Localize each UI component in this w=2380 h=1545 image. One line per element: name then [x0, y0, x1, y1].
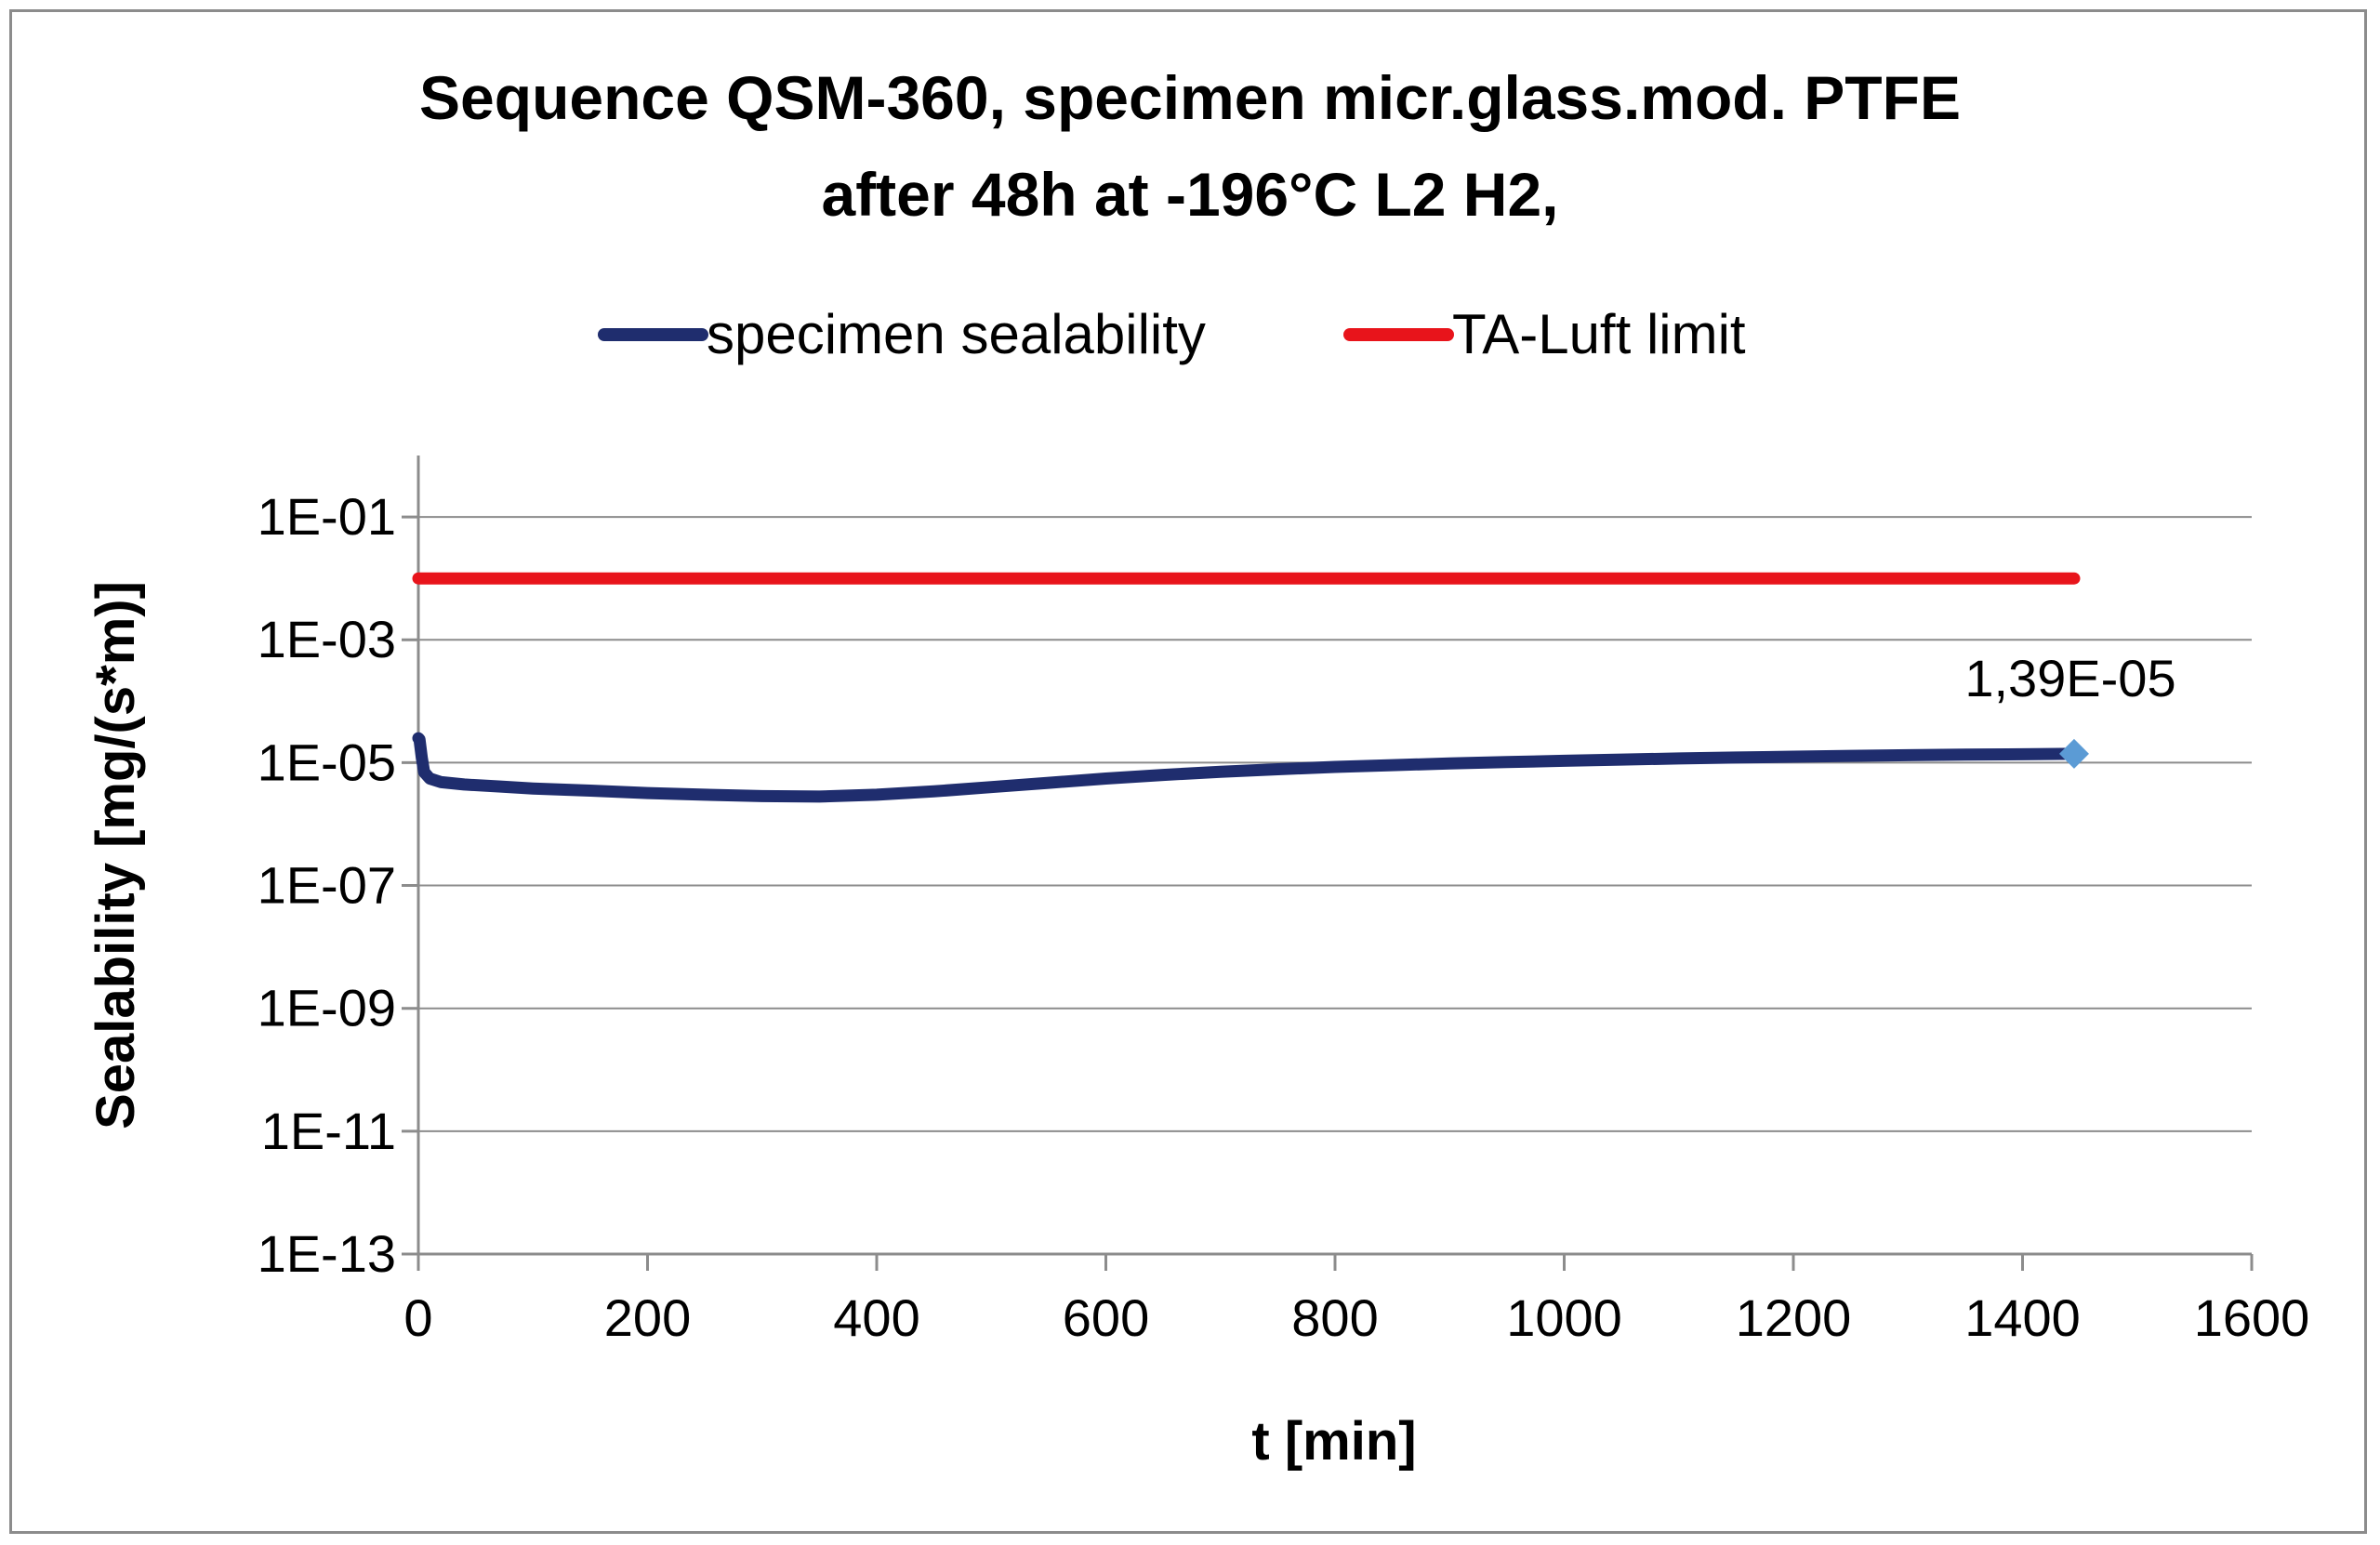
series-line-specimen-sealability — [412, 732, 2081, 803]
x-tick-label: 200 — [604, 1288, 691, 1347]
x-tick-label: 800 — [1291, 1288, 1378, 1347]
last-point-data-label: 1,39E-05 — [1964, 649, 2175, 707]
legend: specimen sealability TA-Luft limit — [598, 303, 1746, 365]
legend-label-ta-luft-limit: TA-Luft limit — [1452, 303, 1746, 365]
chart-title-line-1: Sequence QSM-360, specimen micr.glass.mo… — [419, 63, 1961, 132]
y-tick-label: 1E-09 — [258, 979, 396, 1037]
last-point-marker — [2058, 738, 2089, 769]
y-tick-label: 1E-13 — [258, 1224, 396, 1283]
chart-title-line-2: after 48h at -196°C L2 H2, — [821, 160, 1558, 229]
y-tick-label: 1E-03 — [258, 610, 396, 668]
x-tick-label: 400 — [833, 1288, 919, 1347]
legend-label-specimen-sealability: specimen sealability — [707, 303, 1206, 365]
x-axis-title: t [min] — [1251, 1411, 1416, 1472]
x-tick-label: 1600 — [2194, 1288, 2310, 1347]
x-tick-label: 0 — [403, 1288, 432, 1347]
y-tick-label: 1E-01 — [258, 487, 396, 546]
y-tick-label: 1E-11 — [261, 1102, 396, 1160]
x-tick-label: 600 — [1063, 1288, 1149, 1347]
y-tick-label: 1E-05 — [258, 733, 396, 791]
x-tick-label: 1200 — [1736, 1288, 1852, 1347]
x-tick-label: 1000 — [1506, 1288, 1622, 1347]
y-tick-label: 1E-07 — [258, 856, 396, 915]
y-axis-title: Sealability [mg/(s*m)] — [86, 581, 146, 1129]
x-tick-label: 1400 — [1964, 1288, 2081, 1347]
